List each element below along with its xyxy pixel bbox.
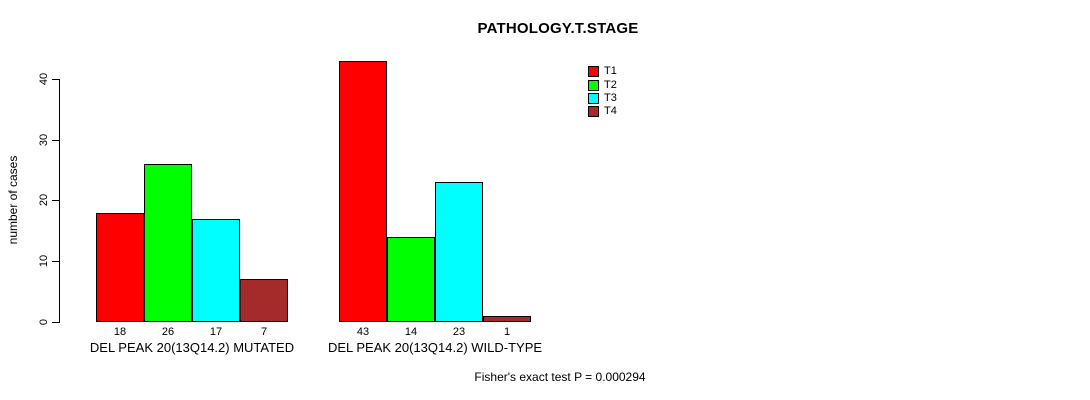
y-axis-tick <box>52 78 59 80</box>
legend-label: T1 <box>604 65 617 78</box>
bar-T1-group2 <box>339 61 387 322</box>
legend: T1 T2 T3 T4 <box>588 65 617 119</box>
legend-label: T3 <box>604 91 617 104</box>
legend-swatch-T3 <box>588 92 599 104</box>
legend-swatch-T1 <box>588 66 599 78</box>
y-tick-label: 30 <box>38 133 50 146</box>
bar-value-label: 7 <box>260 326 268 338</box>
legend-label: T2 <box>604 78 617 91</box>
bar-value-label: 17 <box>209 326 223 338</box>
bar-value-label: 14 <box>404 326 418 338</box>
bar-T2-group1 <box>144 164 192 322</box>
y-axis-line <box>59 78 60 323</box>
y-axis-tick <box>52 139 59 141</box>
legend-swatch-T2 <box>588 79 599 91</box>
bar-T3-group1 <box>192 219 240 322</box>
y-tick-label: 20 <box>38 194 50 207</box>
legend-row-T4: T4 <box>588 105 617 118</box>
group-label: DEL PEAK 20(13Q14.2) WILD-TYPE <box>327 340 543 355</box>
bar-value-label: 23 <box>452 326 466 338</box>
bar-T2-group2 <box>387 237 435 322</box>
bar-value-label: 18 <box>113 326 127 338</box>
bar-T4-group1 <box>240 279 288 322</box>
group-label: DEL PEAK 20(13Q14.2) MUTATED <box>89 340 295 355</box>
y-tick-label: 0 <box>38 318 50 326</box>
legend-swatch-T4 <box>588 106 599 118</box>
bar-value-label: 1 <box>503 326 511 338</box>
y-axis-tick <box>52 200 59 202</box>
bar-value-label: 26 <box>161 326 175 338</box>
annotation-text: Fisher's exact test P = 0.000294 <box>474 370 646 384</box>
y-axis-tick <box>52 322 59 323</box>
bar-T3-group2 <box>435 182 483 322</box>
legend-row-T3: T3 <box>588 92 617 105</box>
legend-row-T1: T1 <box>588 65 617 78</box>
y-axis-tick <box>52 261 59 263</box>
legend-row-T2: T2 <box>588 78 617 91</box>
y-axis-title: number of cases <box>6 155 20 245</box>
bar-T1-group1 <box>96 213 144 322</box>
bar-value-label: 43 <box>356 326 370 338</box>
legend-label: T4 <box>604 105 617 118</box>
chart-title: PATHOLOGY.T.STAGE <box>477 20 639 37</box>
y-tick-label: 40 <box>38 72 50 85</box>
y-tick-label: 10 <box>38 255 50 268</box>
bar-T4-group2 <box>483 316 531 322</box>
